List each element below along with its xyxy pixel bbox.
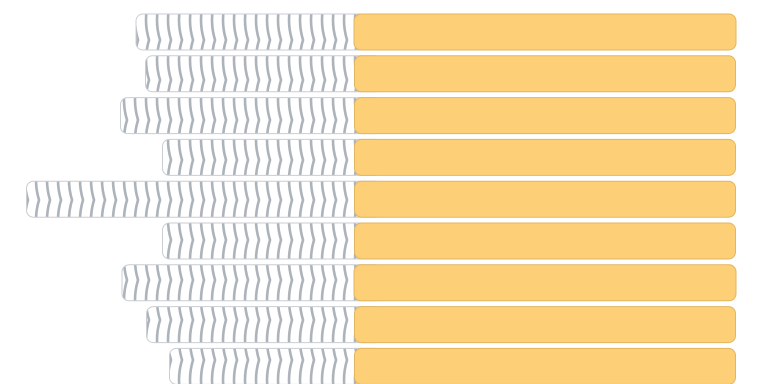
solid-bar-4 (354, 138, 736, 176)
solid-bar-9 (354, 347, 736, 384)
hatched-bar-2 (145, 55, 383, 93)
bar-row-5 (26, 180, 736, 218)
hatched-bar-6 (162, 222, 383, 260)
hatched-bar-4 (162, 138, 383, 176)
bar-row-8 (146, 306, 736, 344)
bar-row-9 (169, 347, 736, 384)
hatched-bar-8 (146, 306, 383, 344)
bar-row-2 (145, 55, 736, 93)
solid-bar-2 (354, 55, 736, 93)
hatched-bar-5 (26, 180, 383, 218)
solid-bar-6 (354, 222, 736, 260)
bar-row-3 (120, 97, 736, 135)
bar-row-4 (162, 138, 736, 176)
hatched-bar-1 (135, 13, 383, 51)
solid-bar-3 (354, 97, 736, 135)
bar-row-1 (135, 13, 737, 51)
bars-layer (26, 13, 737, 384)
bar-row-6 (162, 222, 736, 260)
hatched-bar-9 (169, 347, 383, 384)
hatched-bar-3 (120, 97, 383, 135)
bar-row-7 (121, 264, 737, 302)
solid-bar-7 (353, 264, 737, 302)
solid-bar-8 (354, 306, 736, 344)
solid-bar-1 (353, 13, 737, 51)
hatched-bar-7 (121, 264, 383, 302)
solid-bar-5 (354, 180, 736, 218)
